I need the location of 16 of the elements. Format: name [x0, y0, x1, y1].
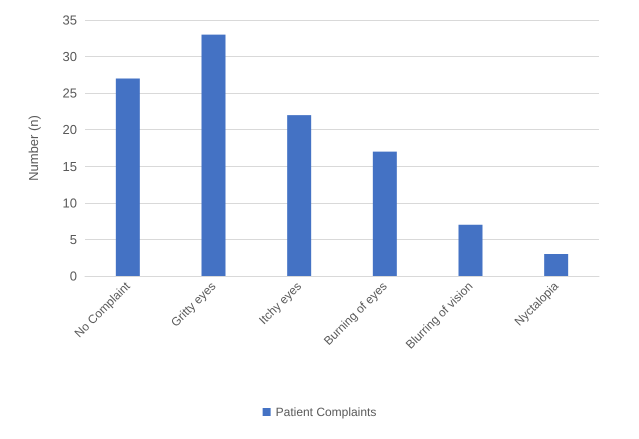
bar [544, 254, 568, 276]
y-tick-label: 5 [70, 232, 77, 247]
legend-label: Patient Complaints [276, 405, 376, 419]
y-tick-label: 25 [62, 86, 77, 101]
y-tick-label: 0 [70, 268, 77, 284]
bar [202, 34, 226, 276]
bar [287, 115, 312, 276]
bar [458, 224, 482, 276]
bar [116, 78, 140, 276]
y-tick-label: 30 [62, 49, 77, 64]
y-axis-title: Number (n) [26, 115, 41, 181]
y-tick-label: 15 [62, 158, 77, 174]
bar [372, 152, 397, 276]
y-tick-label: 10 [62, 195, 77, 210]
y-tick-label: 35 [62, 12, 77, 28]
y-tick-label: 20 [62, 122, 77, 138]
